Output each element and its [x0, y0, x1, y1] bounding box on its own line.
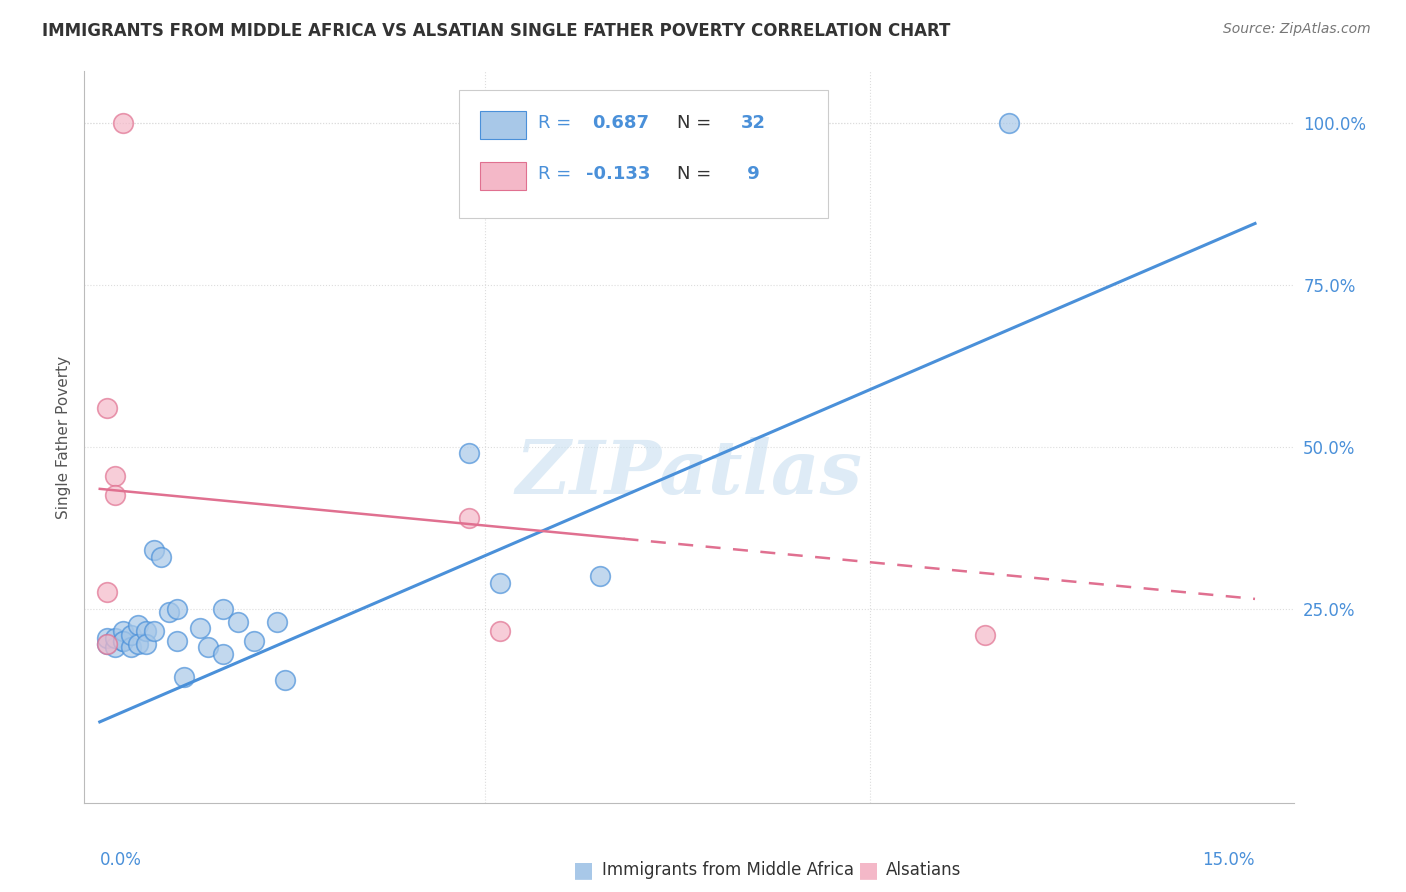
Point	[489, 624, 512, 639]
Text: N =: N =	[676, 113, 711, 131]
Text: 0.687: 0.687	[592, 113, 650, 131]
Point	[266, 615, 288, 629]
Point	[166, 634, 188, 648]
FancyBboxPatch shape	[479, 111, 526, 138]
Text: R =: R =	[538, 113, 576, 131]
Point	[166, 601, 188, 615]
Point	[997, 116, 1019, 130]
Text: Source: ZipAtlas.com: Source: ZipAtlas.com	[1223, 22, 1371, 37]
Text: -0.133: -0.133	[586, 165, 651, 183]
Point	[127, 637, 149, 651]
Point	[96, 637, 118, 651]
Point	[111, 634, 134, 648]
Point	[96, 401, 118, 415]
Point	[96, 585, 118, 599]
Point	[104, 640, 127, 655]
Text: 9: 9	[741, 165, 759, 183]
Text: ZIPatlas: ZIPatlas	[516, 437, 862, 510]
Point	[120, 627, 142, 641]
Text: Alsatians: Alsatians	[886, 861, 962, 879]
Point	[150, 549, 173, 564]
Text: ■: ■	[574, 860, 593, 880]
Point	[228, 615, 250, 629]
Point	[142, 543, 165, 558]
Point	[212, 601, 235, 615]
Point	[458, 511, 481, 525]
Point	[135, 624, 157, 639]
Point	[243, 634, 266, 648]
Point	[135, 637, 157, 651]
Text: ■: ■	[859, 860, 879, 880]
Text: R =: R =	[538, 165, 576, 183]
Text: 32: 32	[741, 113, 766, 131]
Point	[142, 624, 165, 639]
Point	[173, 669, 195, 683]
Point	[188, 621, 211, 635]
Point	[127, 617, 149, 632]
Point	[96, 637, 118, 651]
Y-axis label: Single Father Poverty: Single Father Poverty	[56, 356, 72, 518]
FancyBboxPatch shape	[460, 90, 828, 218]
Point	[273, 673, 295, 687]
Point	[96, 631, 118, 645]
Point	[212, 647, 235, 661]
Text: Immigrants from Middle Africa: Immigrants from Middle Africa	[602, 861, 853, 879]
Text: N =: N =	[676, 165, 711, 183]
Point	[111, 624, 134, 639]
Point	[111, 116, 134, 130]
Text: IMMIGRANTS FROM MIDDLE AFRICA VS ALSATIAN SINGLE FATHER POVERTY CORRELATION CHAR: IMMIGRANTS FROM MIDDLE AFRICA VS ALSATIA…	[42, 22, 950, 40]
Point	[974, 627, 997, 641]
Point	[104, 469, 127, 483]
Point	[104, 488, 127, 502]
Point	[489, 575, 512, 590]
Point	[104, 631, 127, 645]
Text: 0.0%: 0.0%	[100, 851, 142, 870]
FancyBboxPatch shape	[479, 162, 526, 190]
Point	[589, 569, 612, 583]
Point	[157, 605, 180, 619]
Point	[458, 446, 481, 460]
Point	[120, 640, 142, 655]
Point	[197, 640, 219, 655]
Point	[111, 634, 134, 648]
Text: 15.0%: 15.0%	[1202, 851, 1256, 870]
